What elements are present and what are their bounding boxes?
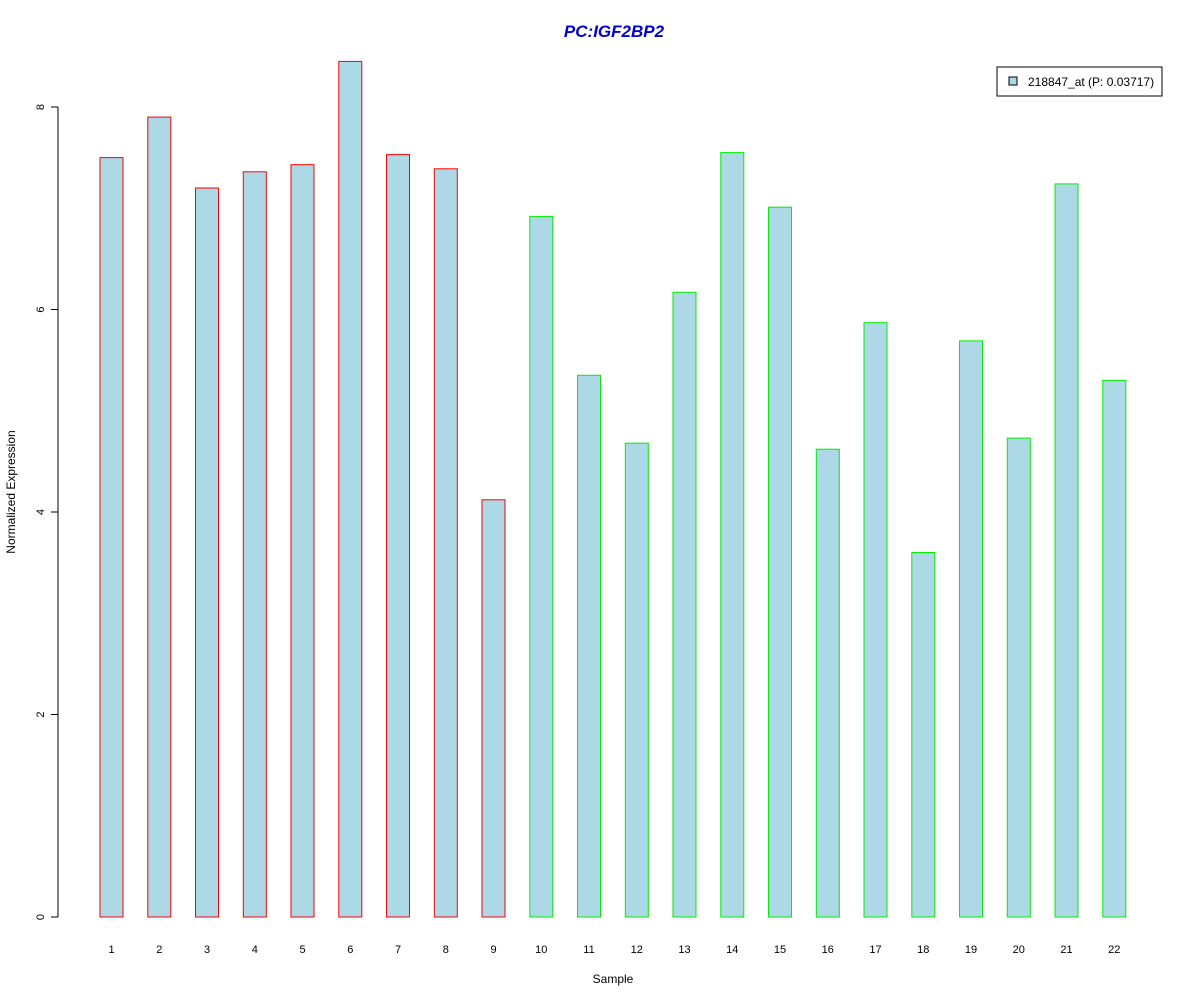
bar-sample-13 bbox=[672, 291, 697, 918]
x-tick-label: 16 bbox=[822, 944, 834, 956]
bar-sample-17 bbox=[863, 322, 888, 918]
x-tick-label: 4 bbox=[252, 944, 258, 956]
x-tick-label: 5 bbox=[299, 944, 305, 956]
legend-swatch bbox=[1008, 76, 1018, 86]
y-axis: 0 2 4 6 8 bbox=[35, 104, 59, 920]
x-tick-label: 21 bbox=[1060, 944, 1072, 956]
y-tick-label: 0 bbox=[35, 914, 47, 920]
x-tick-label: 11 bbox=[583, 944, 594, 956]
legend: 218847_at (P: 0.03717) bbox=[996, 66, 1163, 97]
x-tick-label: 9 bbox=[490, 944, 496, 956]
x-tick-label: 3 bbox=[204, 944, 210, 956]
legend-label: 218847_at (P: 0.03717) bbox=[1028, 75, 1154, 89]
x-tick-label: 6 bbox=[347, 944, 353, 956]
x-tick-label: 8 bbox=[443, 944, 449, 956]
bar-sample-22 bbox=[1102, 379, 1127, 918]
bar-sample-1 bbox=[99, 157, 124, 918]
bar-sample-8 bbox=[433, 168, 458, 918]
bar-sample-15 bbox=[768, 206, 792, 918]
y-axis-label: Normalized Expression bbox=[4, 430, 18, 553]
x-tick-label: 12 bbox=[631, 944, 643, 956]
bar-sample-16 bbox=[815, 448, 840, 918]
bars-group bbox=[99, 60, 1127, 918]
bar-sample-21 bbox=[1054, 183, 1079, 918]
bar-sample-5 bbox=[290, 164, 315, 918]
x-tick-label: 20 bbox=[1013, 944, 1025, 956]
bar-sample-12 bbox=[624, 442, 649, 918]
x-axis-label: Sample bbox=[593, 972, 634, 986]
x-tick-label: 17 bbox=[869, 944, 881, 956]
x-tick-label: 14 bbox=[726, 944, 738, 956]
bar-sample-6 bbox=[338, 60, 363, 918]
bar-sample-19 bbox=[959, 340, 983, 918]
x-tick-label: 13 bbox=[678, 944, 690, 956]
y-tick-label: 2 bbox=[35, 711, 47, 717]
x-tick-label: 18 bbox=[917, 944, 929, 956]
bar-sample-18 bbox=[911, 552, 936, 918]
bar-sample-11 bbox=[577, 374, 601, 918]
bar-sample-10 bbox=[529, 215, 554, 918]
bar-sample-3 bbox=[195, 187, 219, 918]
bar-sample-4 bbox=[242, 171, 267, 918]
y-tick-label: 6 bbox=[35, 306, 47, 312]
x-tick-label: 10 bbox=[535, 944, 547, 956]
legend-box bbox=[996, 66, 1163, 97]
x-tick-labels: 1 2 3 4 5 6 7 8 9 10 11 12 13 14 15 16 17 18 19 20 21 22 bbox=[108, 944, 1120, 956]
x-tick-label: 7 bbox=[395, 944, 401, 956]
bar-sample-14 bbox=[720, 152, 745, 918]
x-tick-label: 19 bbox=[965, 944, 977, 956]
bar-sample-2 bbox=[147, 116, 172, 918]
x-tick-label: 2 bbox=[156, 944, 162, 956]
y-tick-label: 4 bbox=[35, 509, 47, 515]
x-tick-label: 22 bbox=[1108, 944, 1120, 956]
chart-title: PC:IGF2BP2 bbox=[564, 22, 665, 41]
y-tick-label: 8 bbox=[35, 104, 47, 110]
bar-sample-20 bbox=[1006, 437, 1031, 918]
bar-sample-7 bbox=[386, 154, 410, 918]
bar-sample-9 bbox=[481, 499, 506, 918]
x-tick-label: 15 bbox=[774, 944, 786, 956]
x-tick-label: 1 bbox=[108, 944, 114, 956]
